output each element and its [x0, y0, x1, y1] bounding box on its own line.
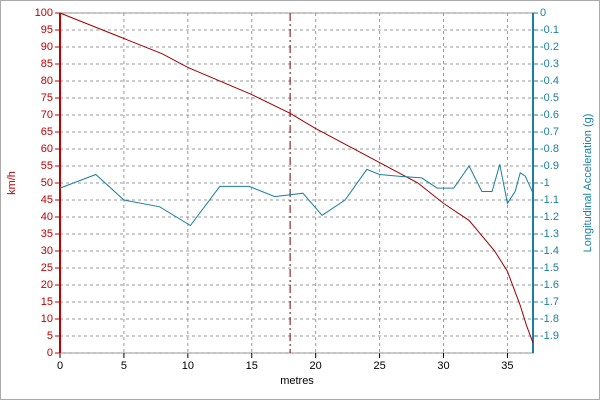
y2-tick-label: -0.2: [540, 41, 559, 53]
y-tick-label: 35: [41, 228, 53, 240]
y-tick-label: 70: [41, 109, 53, 121]
y2-tick-label: -1.9: [540, 330, 559, 342]
x-tick-label: 35: [501, 360, 513, 372]
y-tick-label: 40: [41, 211, 53, 223]
y2-tick-label: -1.2: [540, 211, 559, 223]
y2-axis-title: Longitudinal Acceleration (g): [582, 114, 594, 253]
y2-tick-label: -1: [540, 177, 550, 189]
y-tick-label: 0: [47, 347, 53, 359]
y-tick-label: 80: [41, 75, 53, 87]
x-tick-label: 0: [57, 360, 63, 372]
x-tick-label: 15: [246, 360, 258, 372]
y2-tick-label: -1.6: [540, 279, 559, 291]
y2-tick-label: 0: [540, 7, 546, 19]
y-tick-label: 15: [41, 296, 53, 308]
data-line: [59, 12, 534, 343]
y2-tick-label: -0.9: [540, 160, 559, 172]
y-tick-label: 95: [41, 24, 53, 36]
x-tick-label: 10: [182, 360, 194, 372]
y-tick-label: 60: [41, 143, 53, 155]
x-tick-label: 20: [310, 360, 322, 372]
y-tick-label: 50: [41, 177, 53, 189]
y2-tick-label: -0.3: [540, 58, 559, 70]
y2-tick-label: -1.3: [540, 228, 559, 240]
y-tick-label: 5: [47, 330, 53, 342]
x-axis-title: metres: [280, 375, 314, 387]
y-tick-label: 65: [41, 126, 53, 138]
y2-tick-label: -0.8: [540, 143, 559, 155]
data-line: [59, 164, 534, 227]
y-tick-label: 55: [41, 160, 53, 172]
y-tick-label: 20: [41, 279, 53, 291]
y2-tick-label: -0.5: [540, 92, 559, 104]
y-tick-label: 45: [41, 194, 53, 206]
y2-tick-label: -1.5: [540, 262, 559, 274]
y2-tick-label: -1.7: [540, 296, 559, 308]
y-tick-label: 100: [35, 7, 53, 19]
y2-tick-label: -1.4: [540, 245, 559, 257]
y2-tick-label: -0.4: [540, 75, 559, 87]
y-tick-label: 90: [41, 41, 53, 53]
y-tick-label: 10: [41, 313, 53, 325]
y2-tick-label: -0.7: [540, 126, 559, 138]
y-tick-label: 25: [41, 262, 53, 274]
y-axis-title: km/h: [6, 171, 18, 195]
x-tick-label: 5: [121, 360, 127, 372]
y2-tick-label: -1.8: [540, 313, 559, 325]
x-tick-label: 30: [437, 360, 449, 372]
y2-tick-label: -0.1: [540, 24, 559, 36]
y2-tick-label: -1.1: [540, 194, 559, 206]
y-tick-label: 75: [41, 92, 53, 104]
y2-tick-label: -0.6: [540, 109, 559, 121]
y-tick-label: 85: [41, 58, 53, 70]
x-tick-label: 25: [373, 360, 385, 372]
y-tick-label: 30: [41, 245, 53, 257]
